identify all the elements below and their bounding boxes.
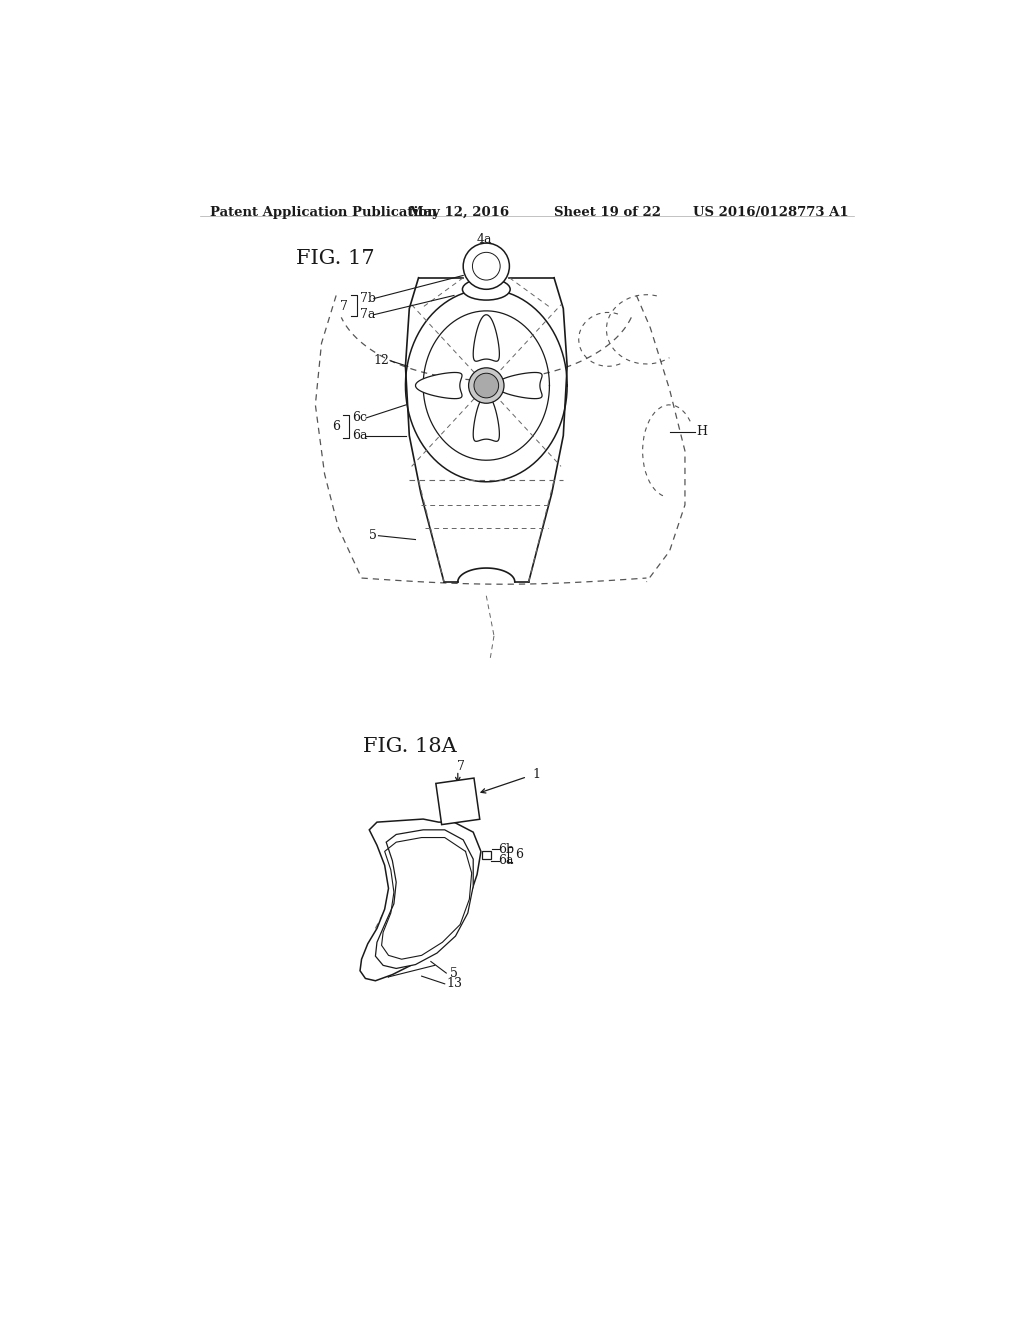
- Circle shape: [474, 374, 499, 397]
- Text: 5: 5: [451, 966, 458, 979]
- Text: 4a: 4a: [477, 232, 493, 246]
- Text: 6b: 6b: [499, 842, 515, 855]
- Circle shape: [469, 368, 504, 404]
- FancyBboxPatch shape: [481, 851, 490, 859]
- Text: H: H: [696, 425, 708, 438]
- Ellipse shape: [463, 279, 510, 300]
- Polygon shape: [436, 777, 480, 825]
- Text: 5: 5: [370, 529, 377, 543]
- Text: 6a: 6a: [499, 854, 514, 867]
- Text: 1: 1: [532, 768, 541, 781]
- Polygon shape: [473, 395, 500, 441]
- Polygon shape: [496, 372, 542, 399]
- Text: 7: 7: [457, 760, 465, 774]
- Text: US 2016/0128773 A1: US 2016/0128773 A1: [692, 206, 848, 219]
- Text: May 12, 2016: May 12, 2016: [410, 206, 509, 219]
- Circle shape: [463, 243, 509, 289]
- Text: 6c: 6c: [352, 412, 368, 425]
- Text: 6: 6: [333, 420, 340, 433]
- Text: FIG. 18A: FIG. 18A: [364, 738, 457, 756]
- Text: Patent Application Publication: Patent Application Publication: [210, 206, 436, 219]
- Polygon shape: [473, 314, 500, 362]
- Polygon shape: [360, 818, 481, 981]
- Text: 7a: 7a: [360, 308, 376, 321]
- Polygon shape: [416, 372, 462, 399]
- Text: 7: 7: [340, 300, 348, 313]
- Circle shape: [472, 252, 500, 280]
- Text: 13: 13: [446, 977, 462, 990]
- Text: 6: 6: [515, 847, 523, 861]
- Text: 12: 12: [374, 354, 390, 367]
- Text: 6a: 6a: [352, 429, 368, 442]
- Text: 7b: 7b: [360, 292, 376, 305]
- Text: FIG. 17: FIG. 17: [296, 249, 375, 268]
- Text: Sheet 19 of 22: Sheet 19 of 22: [554, 206, 662, 219]
- Polygon shape: [376, 830, 473, 969]
